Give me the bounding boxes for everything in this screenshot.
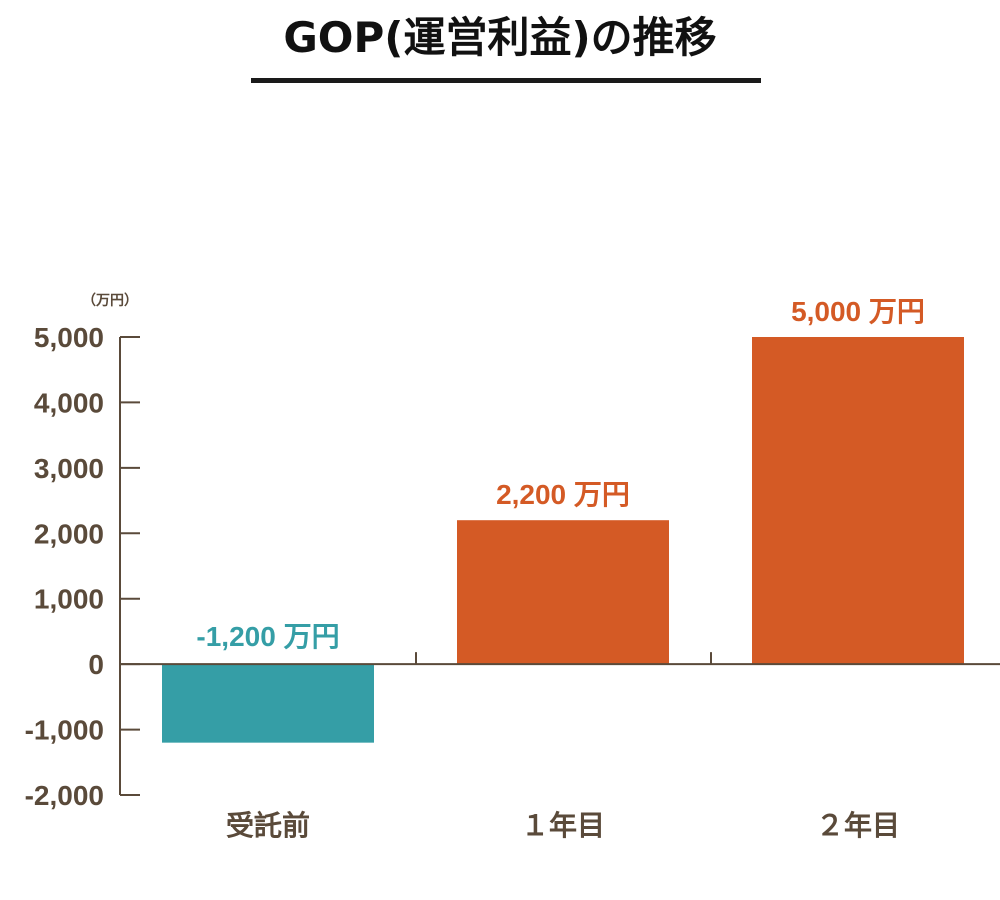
y-tick-label: -2,000: [25, 780, 104, 811]
y-tick-label: -1,000: [25, 715, 104, 746]
y-tick-label: 5,000: [34, 322, 104, 353]
y-axis-unit-label: （万円）: [82, 293, 138, 309]
y-tick-label: 3,000: [34, 453, 104, 484]
chart-title: GOP(運営利益)の推移: [283, 13, 717, 62]
title-underline: [251, 78, 761, 83]
bar-2: [457, 520, 669, 665]
y-tick-label: 4,000: [34, 387, 104, 418]
y-tick-label: 0: [88, 649, 104, 680]
x-category-label: 受託前: [226, 809, 310, 842]
data-label-1: -1,200 万円: [196, 621, 339, 652]
bar-3: [752, 337, 964, 665]
y-tick-label: 2,000: [34, 518, 104, 549]
x-category-label: １年目: [521, 809, 605, 842]
data-label-3: 5,000 万円: [791, 296, 925, 327]
data-label-2: 2,200 万円: [496, 479, 630, 510]
x-category-label: ２年目: [816, 809, 900, 842]
y-tick-label: 1,000: [34, 584, 104, 615]
bar-1: [162, 664, 374, 743]
